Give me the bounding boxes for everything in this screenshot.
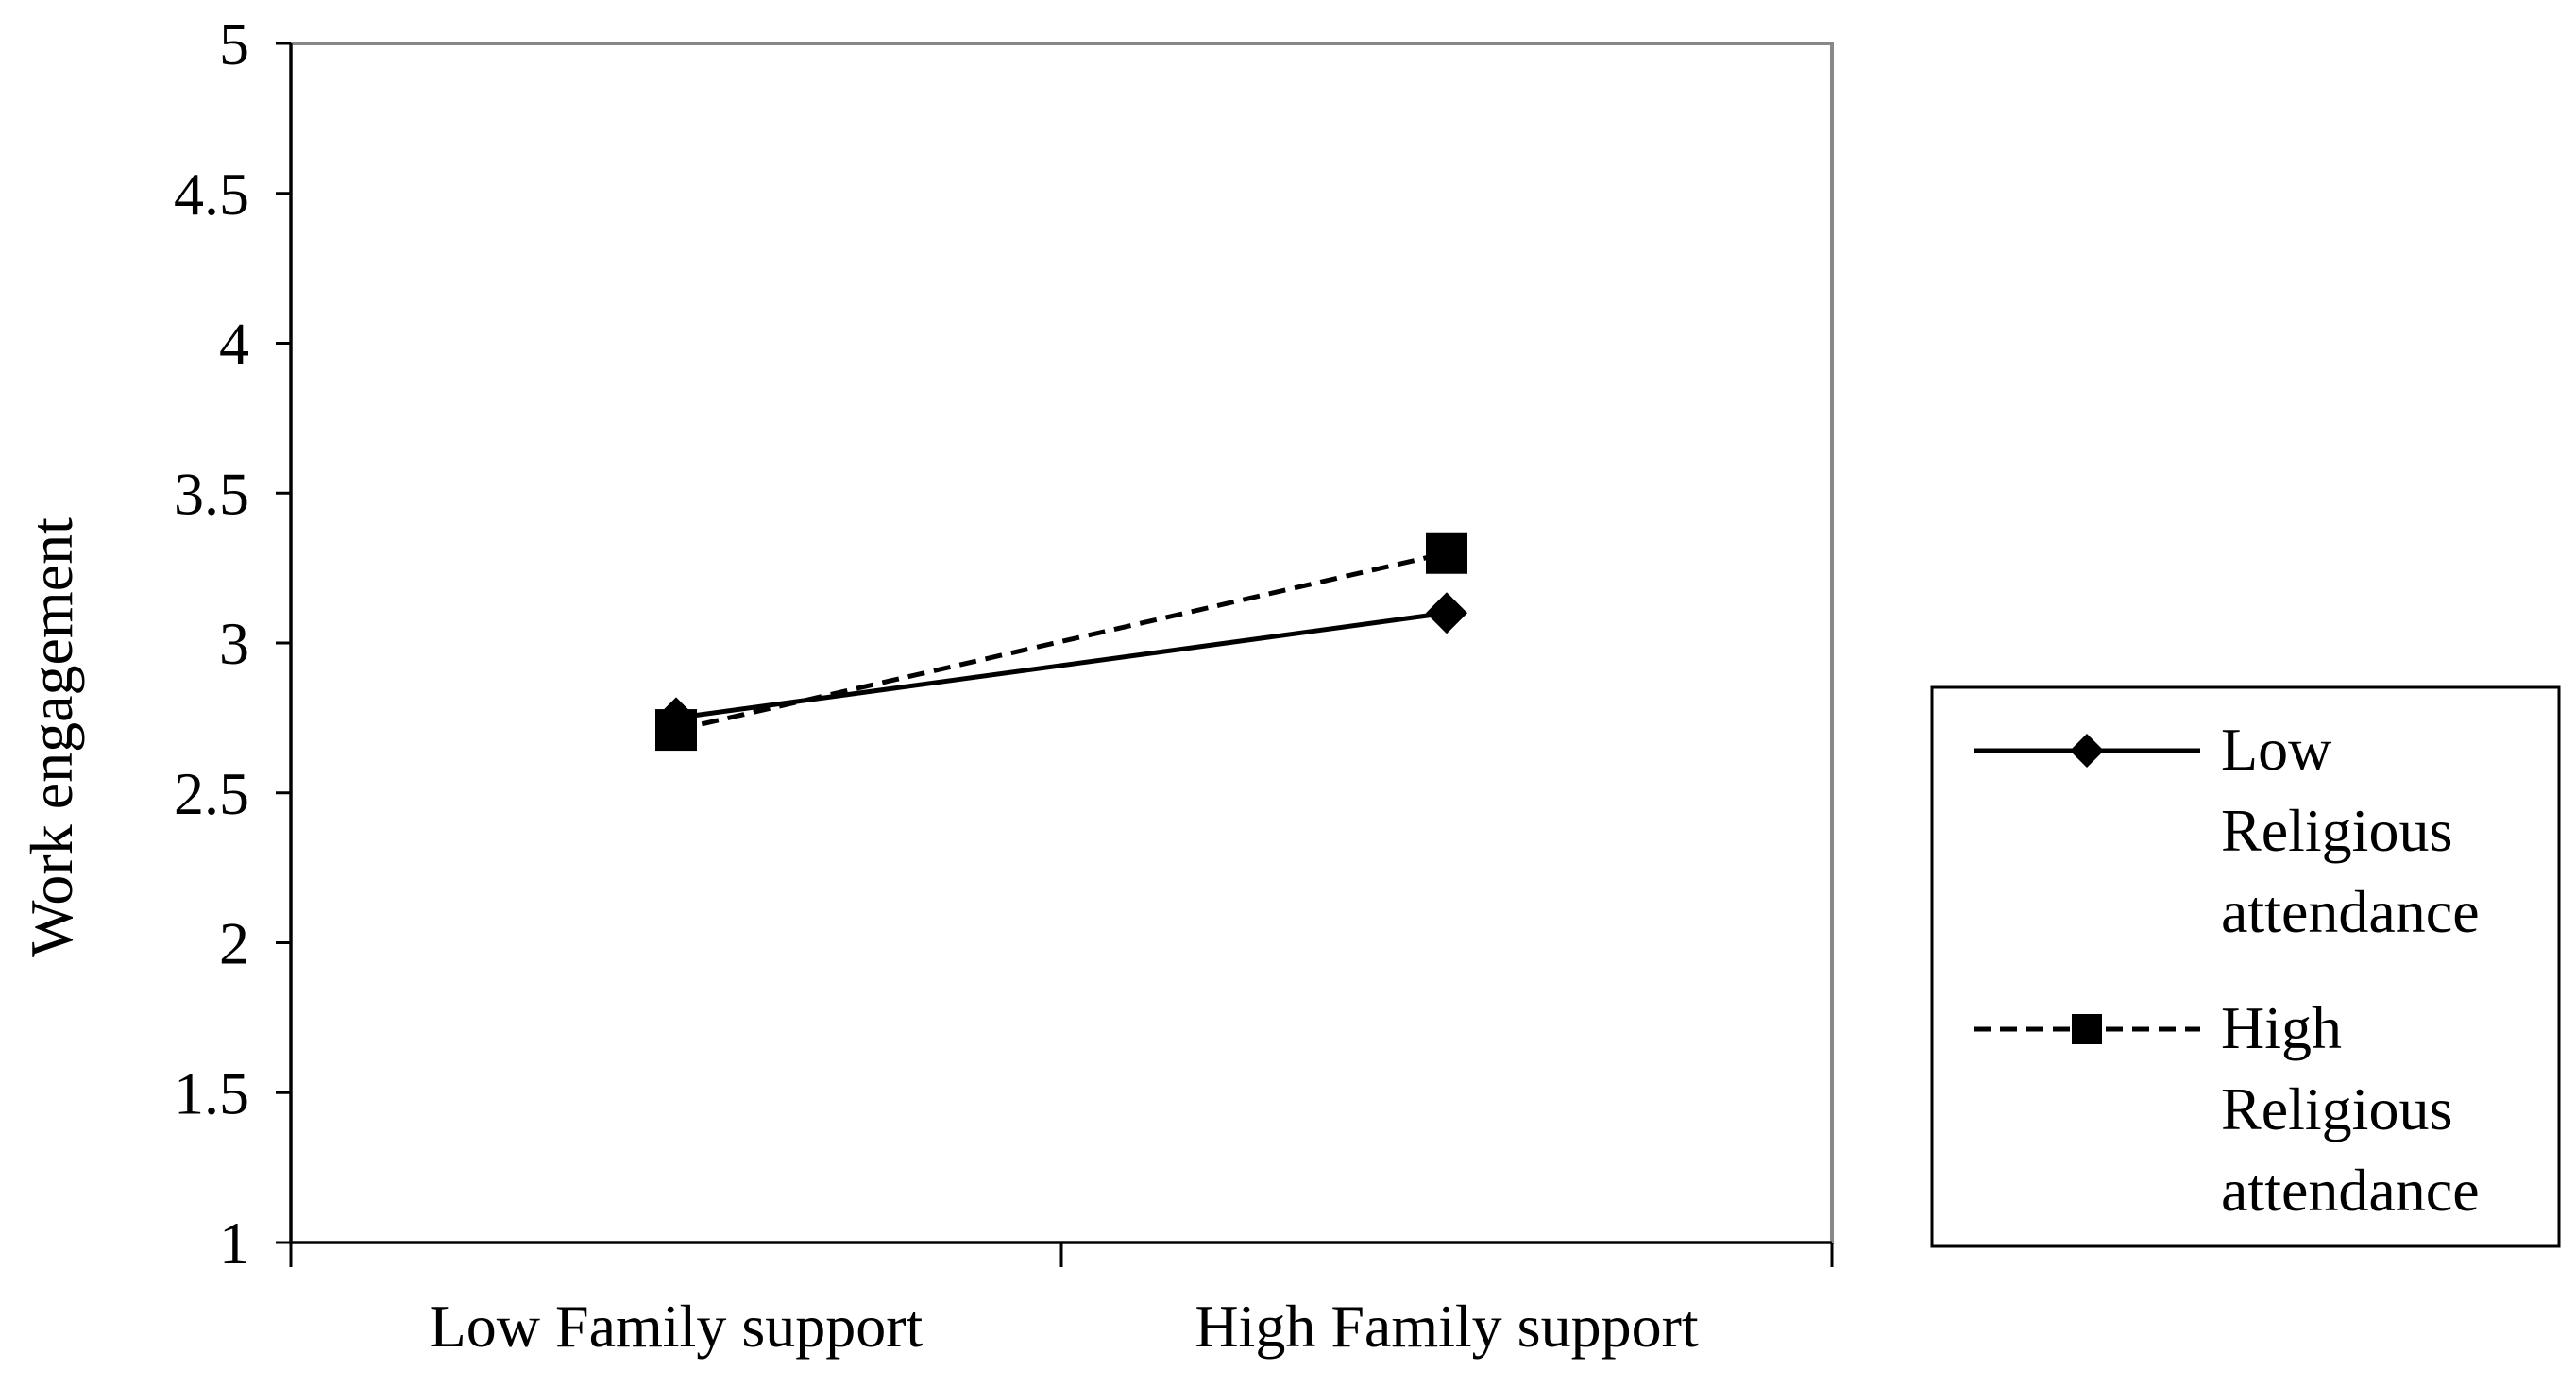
y-axis-title: Work engagement	[18, 517, 85, 957]
legend-label: Low	[2221, 716, 2331, 783]
legend-label: attendance	[2221, 1157, 2480, 1224]
legend-label: Religious	[2221, 1075, 2452, 1142]
legend-label: High	[2221, 994, 2342, 1061]
legend-box	[1930, 685, 2561, 1248]
y-tick-label: 5	[219, 10, 249, 77]
y-tick-label: 2.5	[174, 760, 249, 827]
square-marker	[2072, 1014, 2102, 1044]
y-tick-label: 4	[219, 311, 249, 378]
diamond-marker	[2070, 734, 2104, 768]
y-tick-label: 1	[219, 1209, 249, 1277]
series-line	[675, 610, 1448, 720]
legend: Low Religious attendance High Religious atten…	[1930, 685, 2561, 1248]
legend-label: Religious	[2221, 797, 2452, 864]
series-layer	[655, 532, 1467, 752]
diamond-marker	[1426, 592, 1467, 634]
y-tick-label: 3	[219, 610, 249, 677]
x-category-label: High Family support	[1195, 1293, 1699, 1360]
plot-area	[289, 42, 1834, 1244]
y-tick-label: 4.5	[174, 161, 249, 228]
y-axis-ticks: 1 1.5 2 2.5 3 3.5 4 4.5 5	[174, 10, 291, 1277]
series-1	[655, 532, 1467, 752]
x-category-label: Low Family support	[430, 1293, 924, 1360]
square-marker	[1426, 532, 1467, 574]
y-tick-label: 3.5	[174, 460, 249, 527]
y-tick-label: 2	[219, 910, 249, 977]
legend-label: attendance	[2221, 878, 2480, 945]
x-axis-ticks: Low Family support High Family support	[289, 1243, 1834, 1360]
square-marker	[655, 709, 697, 752]
y-tick-label: 1.5	[174, 1059, 249, 1126]
